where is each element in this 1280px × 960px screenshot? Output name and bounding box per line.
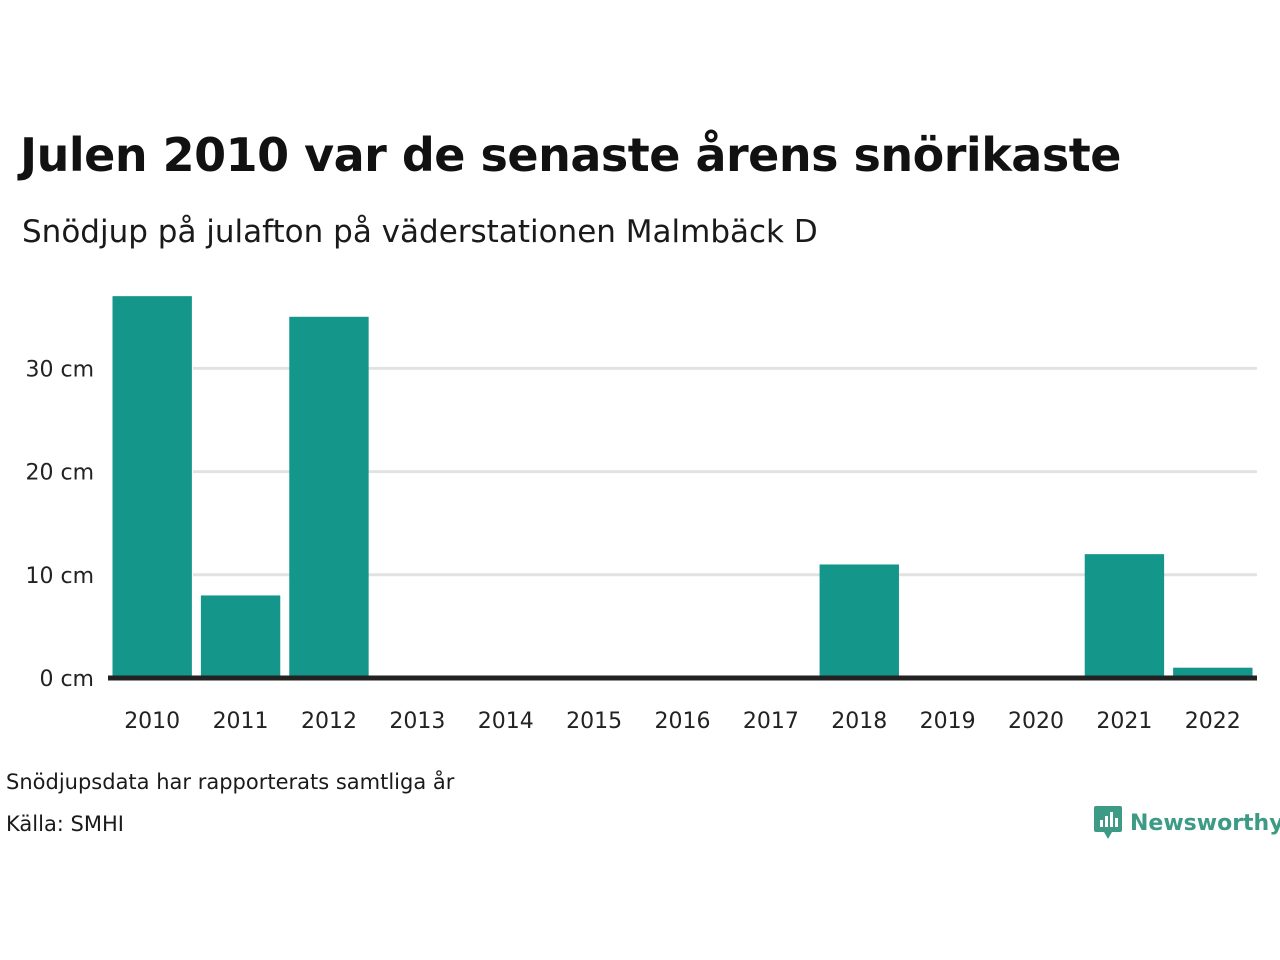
x-tick-label: 2018 [831, 709, 887, 734]
y-tick-label: 10 cm [25, 564, 94, 589]
y-tick-label: 20 cm [25, 461, 94, 486]
axes: 0 cm 10 cm 20 cm 30 cm 2010 2011 2012 2013 2014 2… [25, 357, 1257, 734]
x-tick-label: 2021 [1096, 709, 1152, 734]
bar [200, 595, 281, 678]
x-tick-label: 2019 [920, 709, 976, 734]
bar [112, 296, 192, 678]
x-tick-label: 2015 [566, 709, 622, 734]
x-tick-label: 2013 [389, 709, 445, 734]
x-tick-label: 2011 [213, 709, 269, 734]
bar [289, 316, 369, 678]
bars [112, 296, 1253, 678]
newsworthy-logo: Newsworthy [1094, 806, 1280, 840]
data-note: Snödjupsdata har rapporterats samtliga å… [6, 770, 455, 794]
source-credit: Källa: SMHI [6, 812, 124, 836]
bar [1173, 667, 1253, 678]
x-tick-label: 2017 [743, 709, 799, 734]
bar-chart: 0 cm 10 cm 20 cm 30 cm 2010 2011 2012 2013 2014 2… [25, 296, 1257, 734]
chart-subtitle: Snödjup på julafton på väderstationen Ma… [22, 214, 818, 250]
x-tick-label: 2012 [301, 709, 357, 734]
x-tick-label: 2022 [1185, 709, 1241, 734]
logo-text: Newsworthy [1130, 810, 1280, 836]
bar-chart-speech-bubble-icon [1094, 806, 1122, 839]
gridlines [193, 366, 1257, 577]
y-tick-label: 0 cm [39, 667, 94, 692]
x-tick-label: 2010 [124, 709, 180, 734]
bar [1084, 554, 1165, 678]
x-tick-label: 2016 [655, 709, 711, 734]
x-tick-label: 2020 [1008, 709, 1064, 734]
y-tick-label: 30 cm [25, 357, 94, 382]
x-tick-label: 2014 [478, 709, 534, 734]
bar [819, 564, 899, 678]
chart-title: Julen 2010 var de senaste årens snörikas… [20, 128, 1121, 182]
